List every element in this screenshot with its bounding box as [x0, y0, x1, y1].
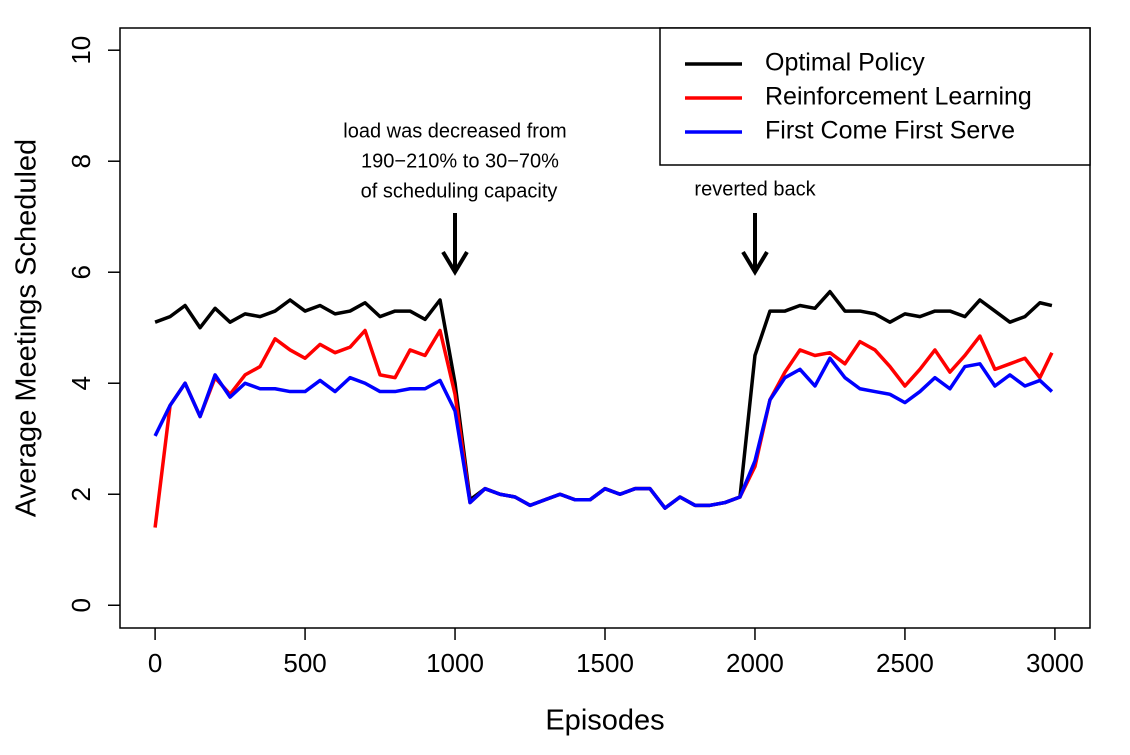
y-axis-label: Average Meetings Scheduled: [11, 139, 43, 517]
x-axis-label: Episodes: [545, 705, 664, 737]
y-tick-label: 0: [66, 598, 96, 612]
x-tick-label: 500: [283, 648, 326, 678]
annotation: reverted back: [694, 178, 816, 200]
legend-label: Optimal Policy: [765, 49, 925, 77]
annotation: 190−210% to 30−70%: [361, 150, 559, 172]
y-tick-label: 2: [66, 487, 96, 501]
line-series: [154, 289, 1053, 510]
annotation: load was decreased from: [343, 120, 566, 142]
y-tick-label: 4: [66, 376, 96, 390]
y-tick-label: 6: [66, 265, 96, 279]
x-tick-label: 2500: [876, 648, 934, 678]
line-series: [153, 356, 1054, 510]
y-tick-label: 8: [66, 154, 96, 168]
y-tick-label: 10: [66, 36, 96, 65]
x-tick-label: 1500: [576, 648, 634, 678]
x-tick-label: 0: [148, 648, 162, 678]
arrow-head: [441, 250, 469, 276]
line-series: [153, 328, 1054, 528]
arrows: [441, 213, 769, 276]
arrow-head: [741, 250, 769, 276]
legend-label: First Come First Serve: [765, 117, 1015, 145]
x-tick-label: 3000: [1026, 648, 1084, 678]
annotation: of scheduling capacity: [361, 180, 558, 202]
legend-label: Reinforcement Learning: [765, 83, 1032, 111]
x-tick-label: 1000: [426, 648, 484, 678]
x-tick-label: 2000: [726, 648, 784, 678]
